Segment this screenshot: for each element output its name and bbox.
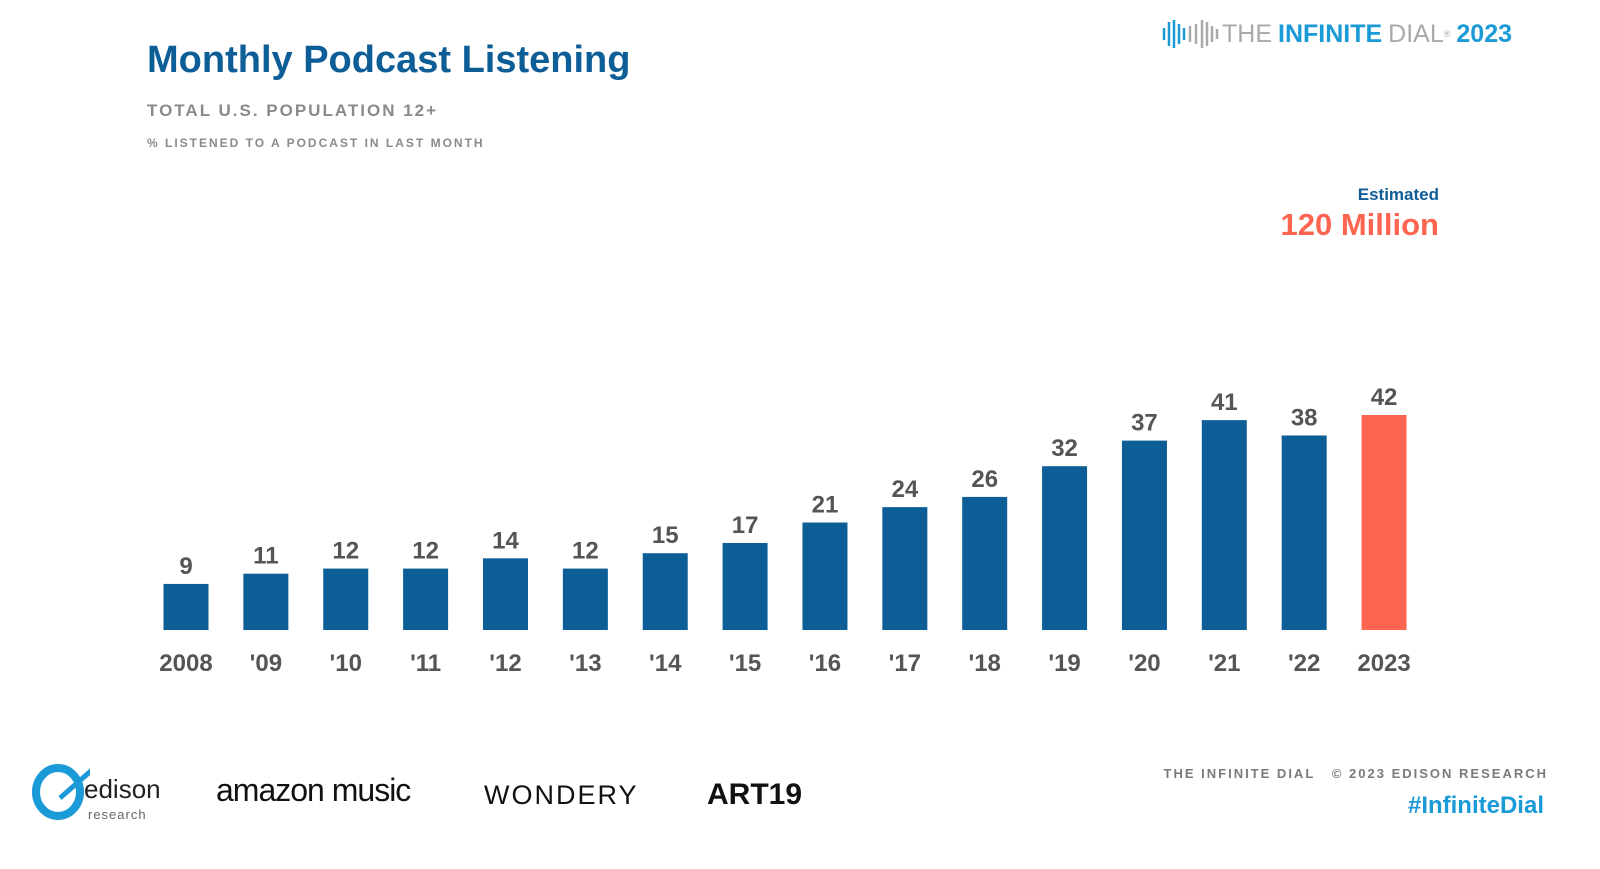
data-label: 41 [1211,389,1238,416]
data-label: 32 [1051,435,1078,462]
x-tick-label: '22 [1288,650,1320,677]
bar-15 [722,542,768,630]
x-tick-label: '16 [809,650,841,677]
x-tick-label: '14 [649,650,682,677]
bar-17 [882,507,928,630]
bar-2008 [163,583,209,630]
data-label: 38 [1291,404,1318,431]
hashtag: #InfiniteDial [1407,792,1544,819]
x-tick-label: '11 [410,650,441,677]
data-label: 12 [412,538,439,565]
data-label: 11 [253,543,278,570]
estimate-callout: Estimated 120 Million [1280,185,1439,242]
data-label: 42 [1371,384,1398,411]
data-label: 12 [332,538,359,565]
bar-12 [482,558,528,630]
x-tick-label: '21 [1208,650,1240,677]
bar-09 [243,573,289,630]
bar-21 [1201,420,1247,630]
data-label: 24 [891,476,918,503]
x-tick-label: '17 [889,650,921,677]
infinite-dial-logo: THE INFINITE DIAL ® 2023 [1160,16,1512,52]
data-label: 12 [572,538,599,565]
x-tick-label: '12 [489,650,521,677]
bar-19 [1042,466,1088,630]
bar-10 [323,568,369,630]
infinity-icon [1162,20,1219,48]
amazon-music-logo: amazon music [216,772,411,808]
data-label: 37 [1131,410,1158,437]
data-label: 15 [652,522,679,549]
bar-2023 [1361,415,1407,630]
bar-13 [562,568,608,630]
art19-logo: ART19 [707,778,803,811]
data-label: 9 [179,553,192,580]
x-tick-label: '10 [330,650,362,677]
x-tick-label: '15 [729,650,761,677]
bar-16 [802,522,848,630]
bar-20 [1121,440,1167,630]
x-tick-label: '20 [1128,650,1160,677]
bar-22 [1281,435,1327,630]
page-title: Monthly Podcast Listening [147,39,631,81]
x-tick-label: '18 [968,650,1000,677]
x-tick-label: 2008 [159,650,212,677]
data-label: 17 [732,512,759,539]
edison-logo: edison research [30,762,161,829]
bar-11 [403,568,449,630]
data-label: 26 [971,466,998,493]
x-tick-label: 2023 [1357,650,1410,677]
chart-note: % LISTENED TO A PODCAST IN LAST MONTH [147,136,485,150]
x-tick-label: '13 [569,650,601,677]
x-tick-label: '19 [1048,650,1080,677]
data-label: 21 [812,492,839,519]
footer-credit: THE INFINITE DIAL © 2023 EDISON RESEARCH [1163,766,1548,781]
data-label: 14 [492,527,519,554]
bar-18 [962,496,1008,630]
subtitle: TOTAL U.S. POPULATION 12+ [147,101,439,120]
bar-14 [642,553,688,630]
wondery-logo: WONDERY [484,780,639,810]
x-tick-label: '09 [250,650,282,677]
